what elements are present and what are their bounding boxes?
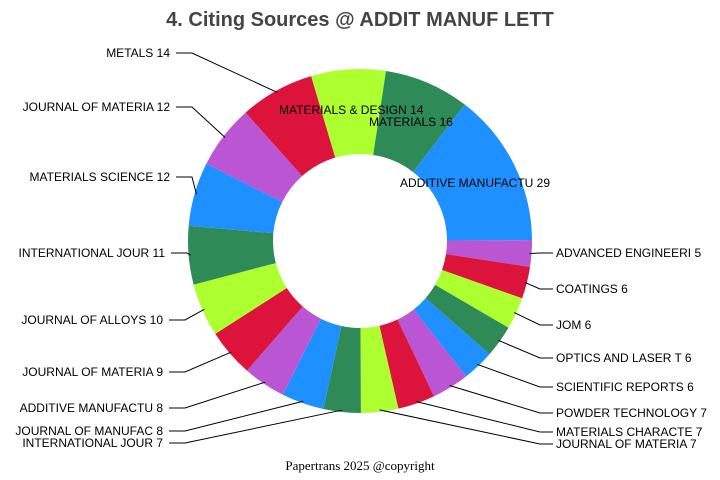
leader-line-10 <box>169 400 304 432</box>
slice-5[interactable] <box>413 298 490 377</box>
slice-label-0: ADDITIVE MANUFACTU 29 <box>400 176 550 190</box>
slice-label-11: ADDITIVE MANUFACTU 8 <box>20 401 164 415</box>
slice-9[interactable] <box>323 326 361 413</box>
slice-label-9: INTERNATIONAL JOUR 7 <box>22 436 163 450</box>
slice-label-8: JOURNAL OF MATERIA 7 <box>556 437 697 451</box>
slice-label-19: MATERIALS 16 <box>369 115 453 129</box>
leader-line-3 <box>513 312 553 326</box>
leader-line-12 <box>169 351 232 373</box>
leader-line-4 <box>497 339 553 359</box>
slice-13[interactable] <box>193 263 287 334</box>
slice-11[interactable] <box>246 306 321 395</box>
slice-label-5: SCIENTIFIC REPORTS 6 <box>556 380 694 394</box>
slice-label-7: MATERIALS CHARACTE 7 <box>556 425 703 439</box>
slice-label-4: OPTICS AND LASER T 6 <box>556 351 692 365</box>
slice-label-16: JOURNAL OF MATERIA 12 <box>23 100 171 114</box>
slice-19[interactable] <box>373 70 465 172</box>
leader-line-8 <box>379 409 553 445</box>
leader-line-2 <box>524 281 553 290</box>
leader-line-7 <box>415 401 553 433</box>
slice-6[interactable] <box>397 309 467 397</box>
slice-0[interactable] <box>412 104 532 241</box>
slice-10[interactable] <box>282 318 342 410</box>
leader-line-16 <box>176 106 226 138</box>
slice-label-10: JOURNAL OF MANUFAC 8 <box>15 424 163 438</box>
slice-3[interactable] <box>435 270 523 328</box>
slice-12[interactable] <box>215 288 303 371</box>
slice-18[interactable] <box>311 69 387 158</box>
leader-line-15 <box>176 176 197 195</box>
slice-14[interactable] <box>188 225 276 285</box>
slice-1[interactable] <box>445 240 532 268</box>
slice-label-1: ADVANCED ENGINEERI 5 <box>556 246 701 260</box>
slice-label-6: POWDER TECHNOLOGY 7 <box>556 406 707 420</box>
slice-label-15: MATERIALS SCIENCE 12 <box>30 170 171 184</box>
leader-line-5 <box>476 363 553 388</box>
slice-label-13: JOURNAL OF ALLOYS 10 <box>21 313 163 327</box>
slice-4[interactable] <box>425 284 509 355</box>
leader-line-13 <box>169 308 205 321</box>
slice-17[interactable] <box>245 76 336 177</box>
leader-line-14 <box>171 252 191 256</box>
leader-line-9 <box>169 409 343 444</box>
footer-copyright: Papertrans 2025 @copyright <box>285 458 435 473</box>
slice-7[interactable] <box>379 319 435 409</box>
slice-8[interactable] <box>360 325 399 413</box>
slice-label-18: MATERIALS & DESIGN 14 <box>279 103 424 117</box>
leader-line-17 <box>176 52 278 93</box>
slice-15[interactable] <box>188 163 283 234</box>
chart-title: 4. Citing Sources @ ADDIT MANUF LETT <box>166 9 554 31</box>
leader-line-6 <box>449 385 553 414</box>
leader-line-11 <box>169 381 266 409</box>
slice-label-14: INTERNATIONAL JOUR 11 <box>19 246 166 260</box>
slice-16[interactable] <box>206 112 303 202</box>
slice-2[interactable] <box>442 254 531 299</box>
slice-label-3: JOM 6 <box>556 318 592 332</box>
slice-label-17: METALS 14 <box>106 46 170 60</box>
slice-label-12: JOURNAL OF MATERIA 9 <box>22 365 163 379</box>
slice-label-2: COATINGS 6 <box>556 282 628 296</box>
